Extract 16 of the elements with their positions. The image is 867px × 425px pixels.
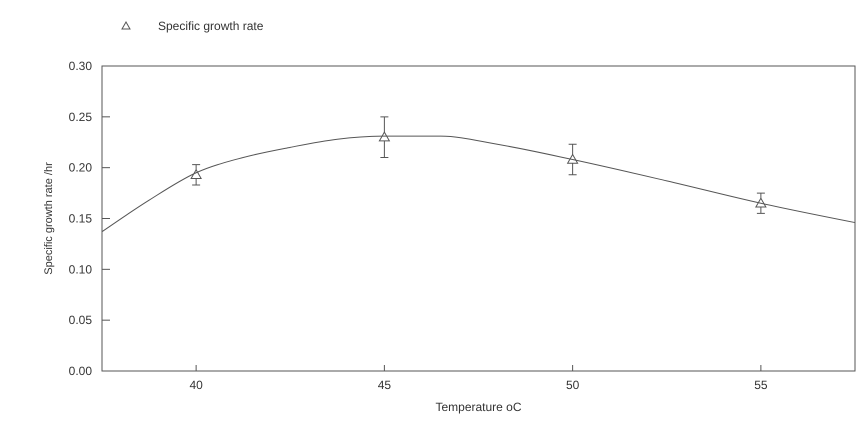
y-tick-label: 0.10 — [68, 262, 92, 276]
x-axis-title: Temperature oC — [435, 400, 522, 414]
legend-label: Specific growth rate — [158, 19, 264, 33]
point — [190, 169, 202, 180]
y-tick-label: 0.05 — [68, 313, 92, 328]
x-tick-label: 50 — [566, 378, 580, 392]
y-axis-title: Specific growth rate /hr — [43, 162, 55, 275]
point — [378, 132, 390, 142]
x-tick-label: 55 — [754, 378, 768, 392]
y-tick-label: 0.25 — [68, 110, 92, 124]
y-tick-label: 0.15 — [68, 212, 92, 226]
y-tick-label: 0.00 — [68, 364, 92, 378]
x-tick-label: 40 — [189, 378, 204, 392]
x-tick-label: 45 — [378, 378, 392, 392]
y-tick-label: 0.20 — [68, 160, 92, 175]
y-tick-label: 0.30 — [68, 59, 92, 73]
